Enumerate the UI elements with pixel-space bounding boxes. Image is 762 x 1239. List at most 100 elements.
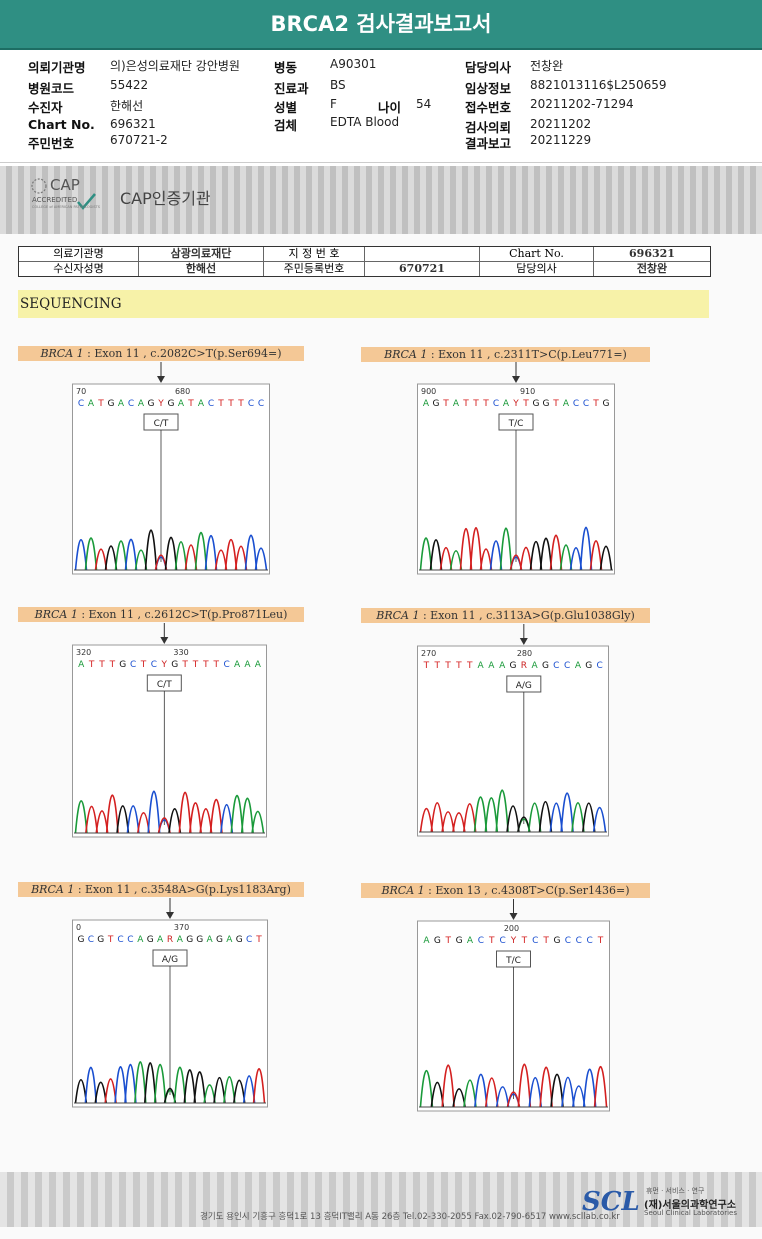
trace-peak <box>147 790 161 834</box>
patient-table-cell: 지 정 번 호 <box>264 247 365 261</box>
trace-peak <box>419 1070 434 1108</box>
trace-peak <box>463 1079 477 1108</box>
trace-peak <box>506 805 520 833</box>
trace-peak <box>178 791 192 834</box>
base-call-letter: G <box>236 935 243 945</box>
base-call-letter: C <box>564 661 570 671</box>
base-call-letter: C <box>258 399 264 409</box>
cap-banner <box>0 166 762 234</box>
base-call-letter: G <box>171 660 178 670</box>
trace-peak <box>173 1066 187 1104</box>
base-call-letter: A <box>177 935 184 945</box>
base-call-letter: G <box>147 935 154 945</box>
trace-peak <box>419 808 434 833</box>
base-position-label: 200 <box>504 924 519 933</box>
base-call-letter: G <box>433 399 440 409</box>
base-call-letter: G <box>533 399 540 409</box>
scl-name-english: Seoul Clinical Laboratories <box>644 1209 737 1217</box>
base-call-letter: G <box>119 660 126 670</box>
base-call-letter: A <box>234 660 241 670</box>
trace-peak <box>429 539 443 571</box>
trace-peak <box>134 1061 147 1104</box>
trace-peak <box>114 540 128 571</box>
patient-table-cell: 삼광의료재단 <box>139 247 264 261</box>
footer-address: 경기도 용인시 기흥구 흥덕1로 13 흥덕IT밸리 A동 26층 Tel.02… <box>200 1212 620 1222</box>
base-call-letter: G <box>77 935 84 945</box>
base-call-letter: A <box>198 399 205 409</box>
trace-peak <box>84 537 98 571</box>
header-label: 의뢰기관명 <box>28 60 86 75</box>
base-call-letter: C <box>128 399 134 409</box>
base-call-letter: T <box>237 399 244 409</box>
base-call-letter: C <box>553 661 559 671</box>
trace-peak <box>582 802 596 833</box>
base-call-letter: A <box>423 936 430 946</box>
chromatogram-frame <box>72 383 270 575</box>
header-value: 전창완 <box>530 59 564 73</box>
base-call-letter: T <box>255 935 262 945</box>
patient-table-cell: 의료기관명 <box>19 247 139 261</box>
trace-peak <box>254 547 268 571</box>
base-call-letter: G <box>585 661 592 671</box>
header-value: BS <box>330 78 346 92</box>
header-label: 결과보고 <box>465 136 512 151</box>
trace-peak <box>240 797 254 834</box>
trace-peak <box>528 1076 543 1108</box>
trace-peak <box>233 1079 246 1104</box>
base-call-letter: T <box>181 660 188 670</box>
base-call-letter: A <box>206 935 213 945</box>
base-call-letter: T <box>455 661 462 671</box>
trace-peak <box>489 540 503 571</box>
trace-peak <box>589 540 603 571</box>
base-call-letter: C <box>478 936 484 946</box>
base-call-letter: T <box>482 399 489 409</box>
trace-peak <box>193 1071 206 1104</box>
patient-table-cell: 주민등록번호 <box>264 262 365 276</box>
base-call-letter: C <box>565 936 571 946</box>
base-call-letter: T <box>97 399 104 409</box>
base-call-letter: G <box>554 936 561 946</box>
base-call-letter: G <box>108 399 115 409</box>
trace-peak <box>244 534 258 571</box>
variant-label: BRCA 1 : Exon 11 , c.2612C>T(p.Pro871Leu… <box>18 607 304 622</box>
base-call-letter: C <box>78 399 84 409</box>
base-call-letter: C <box>499 936 505 946</box>
base-call-letter: C <box>573 399 579 409</box>
base-call-letter: T <box>522 399 529 409</box>
trace-peak <box>116 805 130 834</box>
trace-peak <box>484 797 499 833</box>
base-call-letter: T <box>433 661 440 671</box>
trace-peak <box>144 529 158 571</box>
trace-peak <box>209 798 223 834</box>
base-call-letter: A <box>138 399 145 409</box>
patient-table-cell: 전창완 <box>636 262 668 275</box>
report-header: 의뢰기관명 의)은성의료재단 강안병원 병원코드 55422 수진자 한해선 C… <box>0 50 762 163</box>
header-value: 55422 <box>110 78 149 92</box>
variant-arrow-head <box>509 913 518 920</box>
trace-peak <box>593 1066 608 1108</box>
header-value: 54 <box>416 97 432 111</box>
variant-label: BRCA 1 : Exon 11 , c.2311T>C(p.Leu771=) <box>361 347 650 362</box>
base-call-letter: A <box>453 399 460 409</box>
header-value: 670721-2 <box>110 133 168 147</box>
trace-peak <box>473 796 488 833</box>
header-value: EDTA Blood <box>330 115 400 129</box>
header-label: 주민번호 <box>28 136 75 151</box>
patient-table-cell: 수신자성명 <box>19 262 139 276</box>
base-call-letter: C <box>532 936 538 946</box>
base-call-letter: C <box>208 399 214 409</box>
header-label: 수진자 <box>28 100 63 115</box>
base-call-letter: T <box>202 660 209 670</box>
section-title: SEQUENCING <box>18 290 709 318</box>
trace-peak <box>495 789 509 833</box>
trace-peak <box>561 1076 575 1108</box>
base-call-letter: R <box>521 661 527 671</box>
header-label: 나이 <box>378 100 402 115</box>
trace-peak <box>441 1064 455 1108</box>
cap-logo-sub: ACCREDITED <box>32 196 78 204</box>
trace-peak <box>419 537 433 571</box>
base-call-letter: A <box>255 660 262 670</box>
base-call-letter: T <box>488 936 495 946</box>
trace-peak <box>474 1073 488 1108</box>
